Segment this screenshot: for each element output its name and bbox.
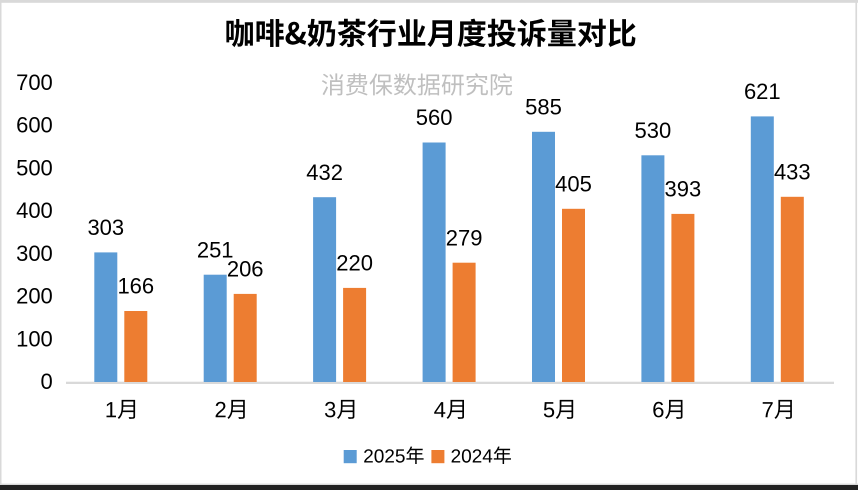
- svg-text:279: 279: [446, 225, 483, 250]
- svg-text:251: 251: [197, 237, 234, 262]
- svg-text:0: 0: [41, 369, 53, 394]
- svg-text:530: 530: [635, 118, 672, 143]
- svg-text:432: 432: [306, 160, 343, 185]
- svg-text:700: 700: [16, 70, 53, 95]
- svg-text:600: 600: [16, 113, 53, 138]
- svg-text:303: 303: [87, 215, 124, 240]
- svg-text:393: 393: [665, 177, 702, 202]
- svg-text:200: 200: [16, 284, 53, 309]
- svg-text:560: 560: [416, 105, 453, 130]
- svg-text:585: 585: [525, 95, 562, 120]
- svg-text:433: 433: [774, 160, 811, 185]
- svg-text:405: 405: [555, 172, 592, 197]
- svg-text:400: 400: [16, 198, 53, 223]
- svg-text:206: 206: [227, 257, 264, 282]
- svg-text:621: 621: [744, 79, 781, 104]
- svg-text:500: 500: [16, 155, 53, 180]
- svg-text:100: 100: [16, 326, 53, 351]
- svg-text:220: 220: [336, 251, 373, 276]
- svg-text:166: 166: [117, 274, 154, 299]
- svg-text:300: 300: [16, 241, 53, 266]
